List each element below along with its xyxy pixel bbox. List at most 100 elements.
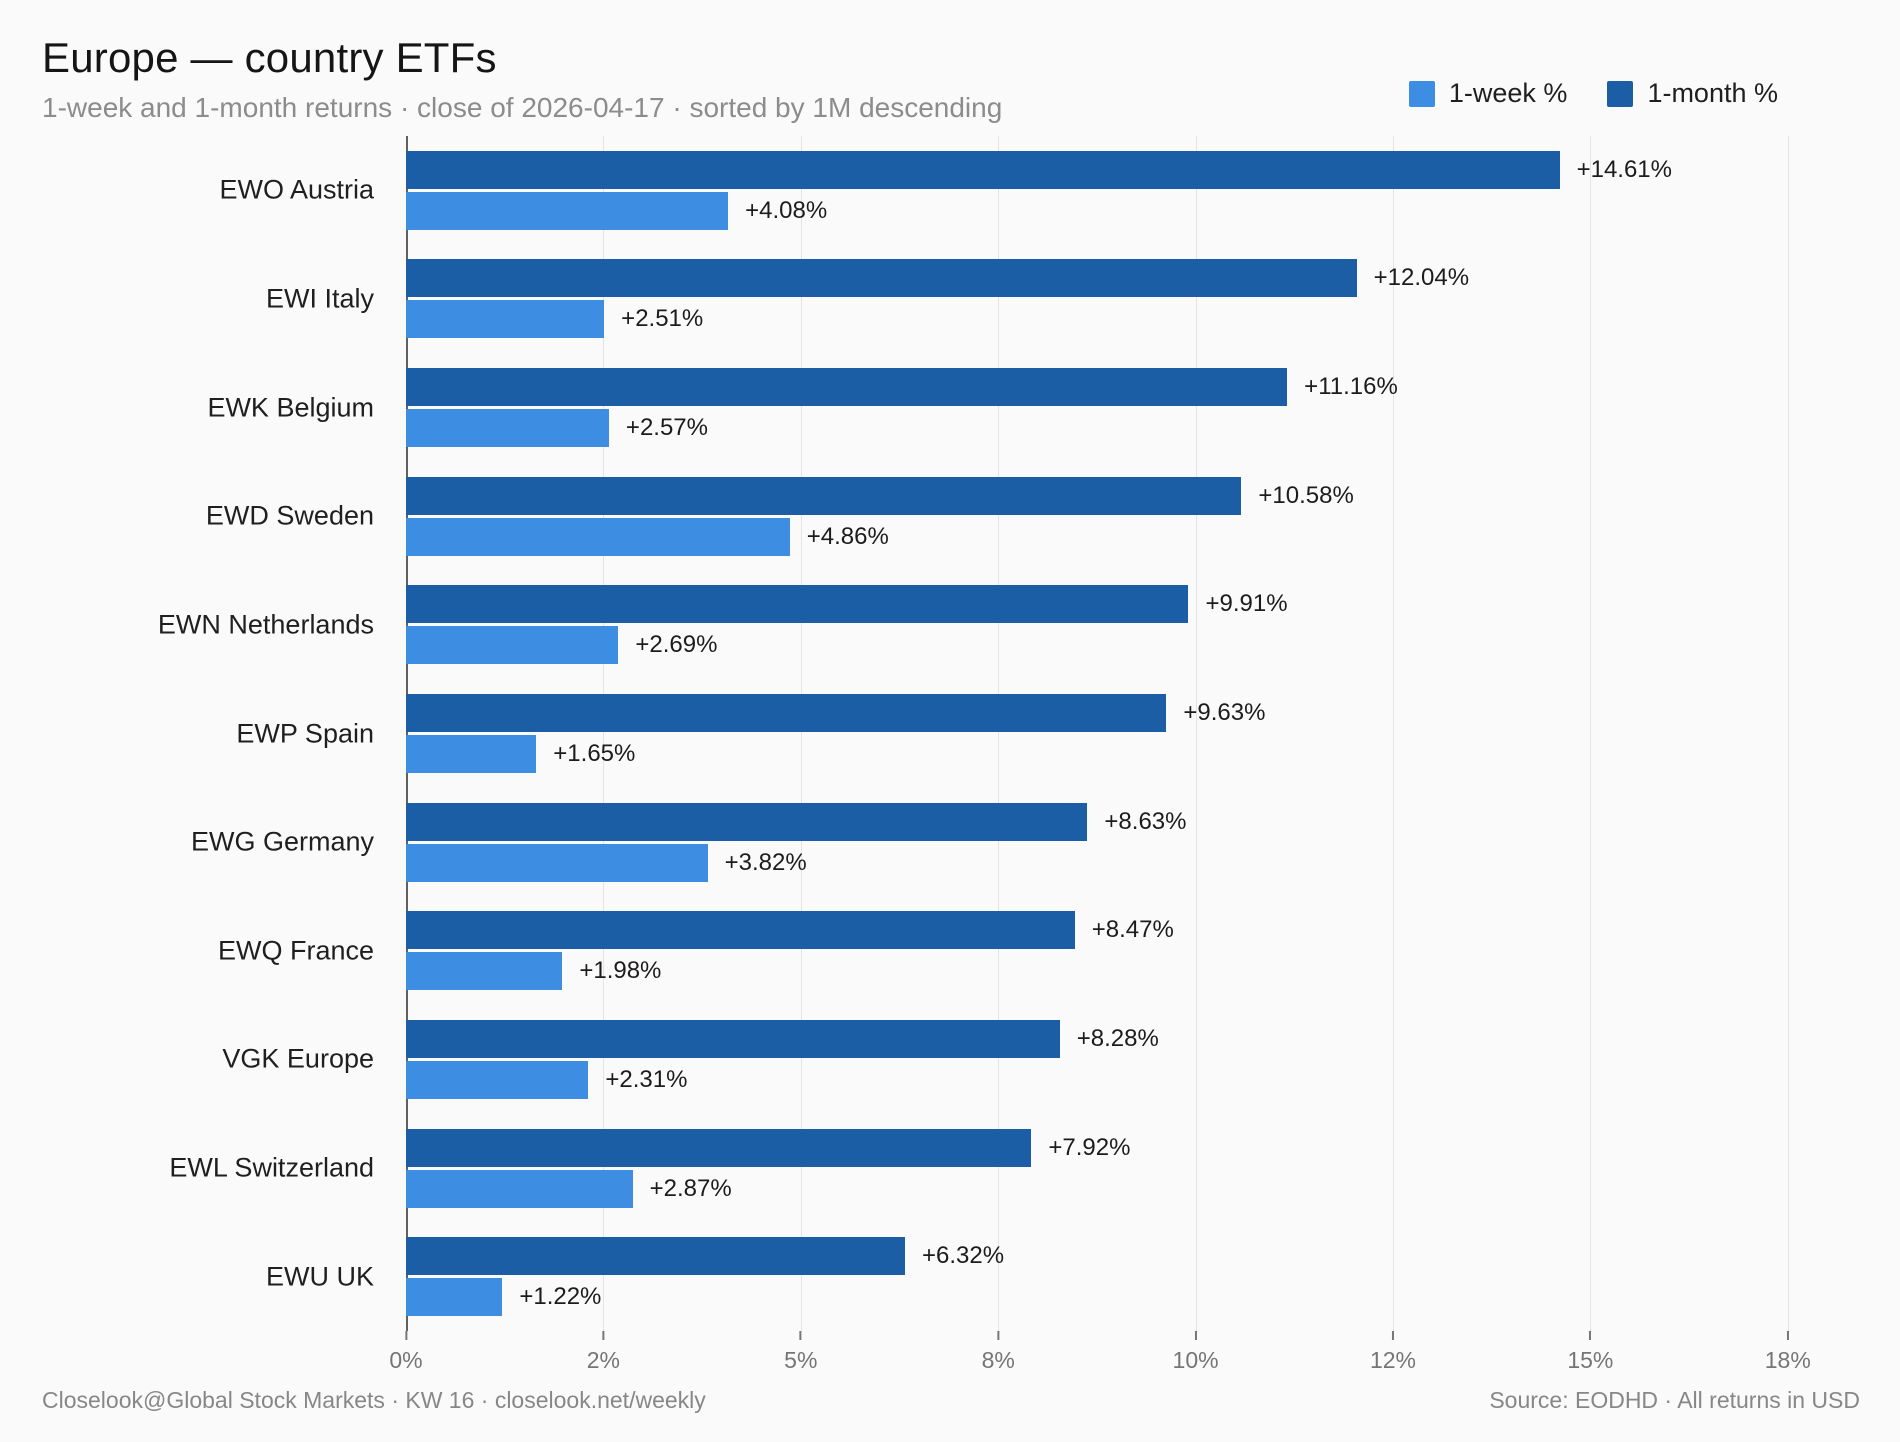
value-label: +1.98% — [579, 957, 662, 985]
bar-stack: +9.91% +2.69% — [406, 585, 1862, 665]
chart-footer: Closelook@Global Stock Markets · KW 16 ·… — [42, 1387, 1860, 1414]
tick-mark — [405, 1331, 407, 1340]
legend-label-week: 1-week % — [1448, 78, 1568, 108]
bar-1-week — [406, 409, 609, 448]
tick-mark — [799, 1331, 802, 1340]
bar-1-month — [406, 802, 1088, 841]
value-label: +9.63% — [1183, 699, 1266, 727]
value-label: +11.16% — [1304, 373, 1398, 401]
bar-1-week — [406, 517, 790, 556]
value-label: +2.31% — [605, 1065, 688, 1093]
tick-mark — [602, 1331, 605, 1340]
value-label: +1.65% — [553, 740, 636, 768]
gridline — [603, 136, 605, 1331]
bar-line: +11.16% — [406, 368, 1862, 407]
bar-rows: EWO Austria +14.61% +4.08% EWI Italy +12.04%… — [158, 136, 1862, 1331]
bar-1-month — [406, 694, 1167, 733]
value-label: +4.86% — [806, 522, 889, 550]
category-label: EWP Spain — [236, 718, 374, 749]
category-label: EWG Germany — [190, 826, 374, 857]
x-tick: 2% — [587, 1331, 620, 1374]
gridline — [998, 136, 1000, 1331]
value-label: +12.04% — [1373, 264, 1470, 292]
bar-line: +8.47% — [406, 911, 1862, 950]
tick-mark — [1194, 1331, 1197, 1340]
bar-1-month — [406, 911, 1075, 950]
bar-group: EWO Austria +14.61% +4.08% — [219, 136, 1862, 245]
category-label: EWI Italy — [265, 283, 374, 314]
bar-stack: +8.28% +2.31% — [406, 1019, 1862, 1099]
bar-group: VGK Europe +8.28% +2.31% — [222, 1005, 1862, 1114]
bar-line: +7.92% — [406, 1128, 1862, 1167]
bar-1-week — [406, 1060, 589, 1099]
value-label: +10.58% — [1258, 481, 1354, 509]
bar-line: +14.61% — [406, 150, 1862, 189]
bar-1-month — [406, 150, 1560, 189]
gridline — [1392, 136, 1394, 1331]
bar-line: +9.63% — [406, 694, 1862, 733]
value-label: +8.47% — [1091, 916, 1174, 944]
value-label: +2.87% — [649, 1174, 732, 1202]
category-label: VGK Europe — [222, 1043, 374, 1074]
x-tick: 5% — [784, 1331, 817, 1374]
value-label: +8.63% — [1104, 807, 1187, 835]
bar-line: +8.28% — [406, 1019, 1862, 1058]
value-label: +6.32% — [922, 1242, 1005, 1270]
value-label: +2.69% — [635, 631, 718, 659]
chart-header: Europe — country ETFs 1-week and 1-month… — [42, 34, 1002, 124]
tick-mark — [1589, 1331, 1592, 1340]
bar-line: +12.04% — [406, 259, 1862, 298]
bar-group: EWG Germany +8.63% +3.82% — [191, 788, 1862, 897]
x-tick: 18% — [1765, 1331, 1811, 1374]
tick-label: 12% — [1369, 1347, 1417, 1373]
bar-1-month — [406, 368, 1288, 407]
value-label: +2.57% — [625, 414, 708, 442]
bar-line: +2.87% — [406, 1169, 1862, 1208]
bar-group: EWU UK +6.32% +1.22% — [266, 1222, 1862, 1331]
value-label: +4.08% — [745, 196, 828, 224]
footer-right: Source: EODHD · All returns in USD — [1489, 1387, 1860, 1413]
bar-line: +2.57% — [406, 409, 1862, 448]
gridline — [1590, 136, 1592, 1331]
bar-stack: +8.47% +1.98% — [406, 911, 1862, 991]
bar-group: EWP Spain +9.63% +1.65% — [236, 679, 1862, 788]
value-label: +2.51% — [621, 305, 704, 333]
month-swatch-icon — [1607, 80, 1634, 107]
value-label: +1.22% — [519, 1283, 602, 1311]
bar-line: +4.86% — [406, 517, 1862, 556]
bar-group: EWN Netherlands +9.91% +2.69% — [158, 571, 1862, 680]
bar-1-week — [406, 626, 619, 665]
bar-stack: +10.58% +4.86% — [406, 476, 1862, 556]
bar-1-week — [406, 735, 537, 774]
legend-item-week: 1-week % — [1408, 78, 1568, 109]
bar-1-month — [406, 585, 1189, 624]
tick-mark — [1786, 1331, 1789, 1340]
bar-1-month — [406, 1128, 1032, 1167]
bar-1-month — [406, 1237, 906, 1276]
gridline-layer — [406, 136, 1862, 1331]
value-label: +7.92% — [1048, 1133, 1131, 1161]
bar-line: +8.63% — [406, 802, 1862, 841]
category-label: EWU UK — [266, 1261, 374, 1292]
bar-1-week — [406, 1169, 633, 1208]
bar-1-week — [406, 843, 708, 882]
legend-label-month: 1-month % — [1647, 78, 1778, 108]
bar-group: EWQ France +8.47% +1.98% — [218, 896, 1862, 1005]
footer-left: Closelook@Global Stock Markets · KW 16 ·… — [42, 1387, 706, 1413]
tick-mark — [1391, 1331, 1394, 1340]
bar-stack: +7.92% +2.87% — [406, 1128, 1862, 1208]
value-label: +8.28% — [1076, 1024, 1159, 1052]
week-swatch-icon — [1408, 80, 1435, 107]
bar-line: +9.91% — [406, 585, 1862, 624]
bar-line: +1.65% — [406, 735, 1862, 774]
bar-stack: +9.63% +1.65% — [406, 694, 1862, 774]
bar-1-week — [406, 1278, 503, 1317]
bar-line: +10.58% — [406, 476, 1862, 515]
x-tick: 12% — [1370, 1331, 1416, 1374]
x-tick: 0% — [389, 1331, 423, 1374]
tick-label: 0% — [389, 1347, 423, 1373]
tick-label: 15% — [1567, 1347, 1614, 1373]
bar-line: +6.32% — [406, 1237, 1862, 1276]
bar-stack: +8.63% +3.82% — [406, 802, 1862, 882]
